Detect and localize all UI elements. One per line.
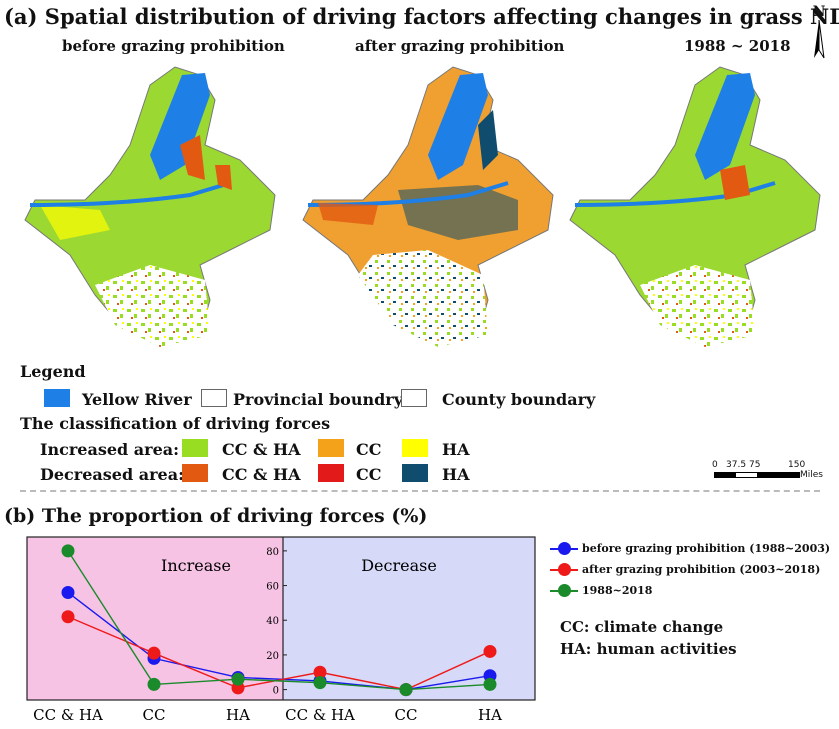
- x-tick-label: CC & HA: [285, 706, 355, 724]
- map-label-period: 1988 ~ 2018: [684, 37, 791, 55]
- series-2-point: [399, 683, 413, 697]
- legend-provincial: Provincial boundry: [233, 390, 404, 409]
- maps: [24, 66, 821, 347]
- swatch-inc-ha: [402, 439, 428, 457]
- map-label-after: after grazing prohibition: [355, 37, 565, 55]
- north-arrow-icon: [814, 19, 825, 59]
- x-tick-label: HA: [226, 706, 250, 724]
- decreased-label: Decreased area:: [40, 465, 184, 484]
- scale-line: [714, 472, 800, 478]
- plot-frame: [26, 536, 536, 701]
- divider: [20, 490, 820, 492]
- y-tick-label: 20: [266, 651, 279, 662]
- x-tick-label: CC: [395, 706, 418, 724]
- inc-cc-ha-label: CC & HA: [222, 440, 301, 459]
- note-ha: HA: human activities: [560, 640, 737, 658]
- series-line-2: [67, 550, 491, 691]
- y-tick-label: 40: [266, 616, 279, 627]
- scale-tick-150: 150: [788, 460, 806, 470]
- legend-title: Legend: [20, 362, 86, 381]
- legend-after-marker: [550, 563, 578, 577]
- series-0-point: [61, 585, 75, 599]
- swatch-dec-cc-ha: [182, 464, 208, 482]
- x-tick-label: CC: [143, 706, 166, 724]
- x-axis: CC & HA CC HA CC & HA CC HA: [33, 706, 502, 724]
- series-2-point: [61, 544, 75, 558]
- legend-after: after grazing prohibition (2003~2018): [582, 563, 821, 576]
- swatch-dec-cc: [318, 464, 344, 482]
- y-tick-label: 60: [266, 582, 279, 593]
- legend-county: County boundary: [442, 390, 596, 409]
- dec-cc-ha-label: CC & HA: [222, 465, 301, 484]
- panel-label-decrease: Decrease: [361, 556, 437, 575]
- panel-b-title: (b) The proportion of driving forces (%): [4, 505, 428, 527]
- x-tick-label: CC & HA: [33, 706, 103, 724]
- swatch-provincial: [201, 389, 227, 407]
- series-1-point: [483, 644, 497, 658]
- swatch-inc-cc: [318, 439, 344, 457]
- legend-before-marker: [550, 542, 578, 556]
- swatch-inc-cc-ha: [182, 439, 208, 457]
- series-lines: [61, 544, 497, 697]
- panel-label-increase: Increase: [161, 556, 231, 575]
- north-arrow: N: [804, 4, 834, 62]
- series-2-point: [313, 676, 327, 690]
- legend-all-marker: [550, 584, 578, 598]
- series-2-point: [231, 672, 245, 686]
- classification-title: The classification of driving forces: [20, 414, 331, 433]
- legend-all: 1988~2018: [582, 584, 653, 597]
- series-2-point: [147, 677, 161, 691]
- map-label-before: before grazing prohibition: [62, 37, 285, 55]
- map-before: [24, 66, 276, 347]
- x-tick-label: HA: [478, 706, 502, 724]
- legend-before: before grazing prohibition (1988~2003): [582, 542, 831, 555]
- series-1-point: [61, 610, 75, 624]
- figure-title: (a) Spatial distribution of driving fact…: [4, 4, 839, 29]
- inc-cc-label: CC: [356, 440, 382, 459]
- map-1988-2018: [569, 66, 821, 347]
- series-1-point: [147, 646, 161, 660]
- increased-label: Increased area:: [40, 440, 180, 459]
- north-label: N: [812, 4, 826, 20]
- series-2-point: [483, 677, 497, 691]
- swatch-yellow-river: [44, 389, 70, 407]
- note-cc: CC: climate change: [560, 618, 724, 636]
- inc-ha-label: HA: [442, 440, 470, 459]
- chart-legend: before grazing prohibition (1988~2003) a…: [550, 542, 835, 604]
- dec-ha-label: HA: [442, 465, 470, 484]
- scale-bar: 0 37.5 75 150 Miles: [712, 460, 830, 482]
- y-axis: 0 20 40 60 80: [266, 547, 287, 697]
- legend-yellow-river: Yellow River: [82, 390, 192, 409]
- scale-unit: Miles: [800, 470, 823, 480]
- y-tick-label: 0: [273, 686, 279, 697]
- y-tick-label: 80: [266, 547, 279, 558]
- dec-cc-label: CC: [356, 465, 382, 484]
- swatch-county: [401, 389, 427, 407]
- scale-tick-37: 37.5: [726, 460, 747, 470]
- series-1-point: [313, 665, 327, 679]
- series-line-1: [67, 616, 491, 691]
- scale-tick-0: 0: [712, 460, 718, 470]
- scale-tick-75: 75: [749, 460, 761, 470]
- map-after: [302, 66, 554, 347]
- swatch-dec-ha: [402, 464, 428, 482]
